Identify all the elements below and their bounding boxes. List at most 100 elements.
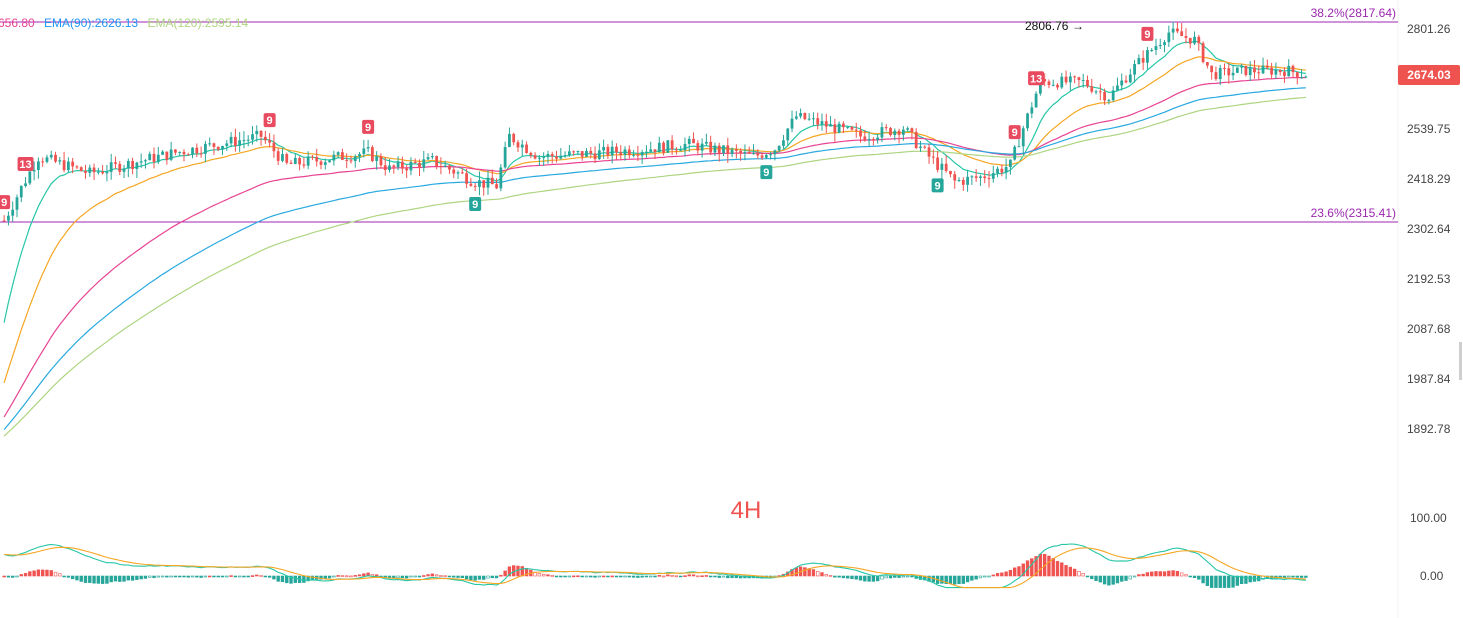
macd-bar xyxy=(520,566,524,577)
macd-bar xyxy=(426,574,430,577)
macd-bar xyxy=(1021,563,1025,577)
candle xyxy=(747,146,751,154)
candle xyxy=(212,142,216,155)
td-marker-bg xyxy=(931,178,944,193)
candle-body xyxy=(876,137,880,140)
candle-body xyxy=(636,154,640,156)
macd-bar xyxy=(1111,575,1115,585)
candle-body xyxy=(191,147,194,155)
candle xyxy=(1201,41,1205,64)
macd-bar xyxy=(19,574,23,577)
candle-body xyxy=(1210,65,1214,73)
candle-body xyxy=(229,136,233,144)
td-marker-red: 9 xyxy=(1008,125,1021,140)
candle xyxy=(1274,62,1278,79)
macd-bar xyxy=(948,575,953,585)
price-tick: 2539.75 xyxy=(1407,122,1451,136)
candle xyxy=(666,140,670,153)
candle-body xyxy=(1141,58,1145,63)
candle-body xyxy=(1235,67,1239,73)
candle xyxy=(1257,65,1261,80)
candle-body xyxy=(336,152,340,155)
candle-body xyxy=(837,123,841,133)
candle-body xyxy=(174,149,177,153)
candle xyxy=(1068,72,1072,91)
candle-body xyxy=(1265,65,1269,68)
macd-bar xyxy=(893,575,897,578)
macd-bar xyxy=(1107,575,1111,586)
macd-bar xyxy=(340,575,345,577)
macd-bar xyxy=(422,575,426,577)
macd-bar xyxy=(259,575,263,577)
macd-bar xyxy=(666,574,670,577)
candle-body xyxy=(465,173,468,184)
candle-body xyxy=(709,141,713,153)
candle xyxy=(1064,70,1068,85)
candle xyxy=(555,150,558,163)
candle xyxy=(1051,79,1055,87)
td-marker-bg xyxy=(469,197,482,212)
candle xyxy=(315,148,319,167)
macd-bar xyxy=(306,575,310,582)
candle xyxy=(645,145,648,158)
candle xyxy=(169,141,173,162)
td-marker-red: 9 xyxy=(1141,26,1154,41)
macd-bar xyxy=(1222,575,1227,588)
macd-bar xyxy=(708,575,713,578)
candle xyxy=(182,149,186,162)
macd-bar xyxy=(978,575,983,579)
ema-legend-120: EMA(120):2595.14 xyxy=(147,16,248,30)
macd-bar xyxy=(1004,571,1008,577)
macd-bar xyxy=(148,575,152,578)
scroll-handle[interactable] xyxy=(1459,342,1462,380)
candle xyxy=(216,146,220,152)
candle-body xyxy=(610,146,614,156)
candle xyxy=(75,165,79,170)
candle xyxy=(743,144,747,161)
macd-bar xyxy=(1017,566,1021,577)
macd-bar xyxy=(1235,575,1240,586)
candle-body xyxy=(341,152,344,160)
candle xyxy=(1086,75,1089,89)
candle-body xyxy=(212,143,216,147)
macd-bar xyxy=(1248,575,1252,583)
candle-body xyxy=(1038,78,1042,94)
candle-body xyxy=(807,118,811,120)
ema-line-90 xyxy=(3,87,1306,430)
candle-body xyxy=(983,176,987,179)
macd-bar xyxy=(554,575,559,578)
macd-bar xyxy=(1244,575,1248,584)
candle xyxy=(670,135,674,155)
candle xyxy=(739,148,743,161)
candle-body xyxy=(370,147,374,162)
macd-bar xyxy=(593,575,597,578)
candle xyxy=(204,140,207,163)
macd-bar xyxy=(713,575,717,578)
candle xyxy=(96,167,100,175)
candle xyxy=(979,174,982,186)
candle-body xyxy=(666,140,670,153)
candle xyxy=(593,146,597,163)
td-marker-bg xyxy=(263,113,276,128)
macd-bar xyxy=(1008,569,1013,577)
candle xyxy=(375,151,379,170)
candle xyxy=(966,169,969,192)
macd-bar xyxy=(439,575,443,577)
candle-body xyxy=(516,142,520,148)
candle-body xyxy=(1231,72,1235,76)
candle-body xyxy=(396,161,400,168)
candle xyxy=(353,154,357,168)
macd-bar xyxy=(580,575,584,578)
candle-body xyxy=(550,154,554,157)
candle xyxy=(679,145,683,152)
high-marker: 2806.76 → xyxy=(1025,19,1084,33)
candle-body xyxy=(221,145,224,150)
macd-bar xyxy=(653,575,657,578)
candle-body xyxy=(225,143,229,146)
macd-bar xyxy=(670,575,674,577)
candle-body xyxy=(919,146,922,149)
candle-body xyxy=(139,161,143,163)
candle-body xyxy=(546,154,550,157)
candle xyxy=(285,152,289,165)
